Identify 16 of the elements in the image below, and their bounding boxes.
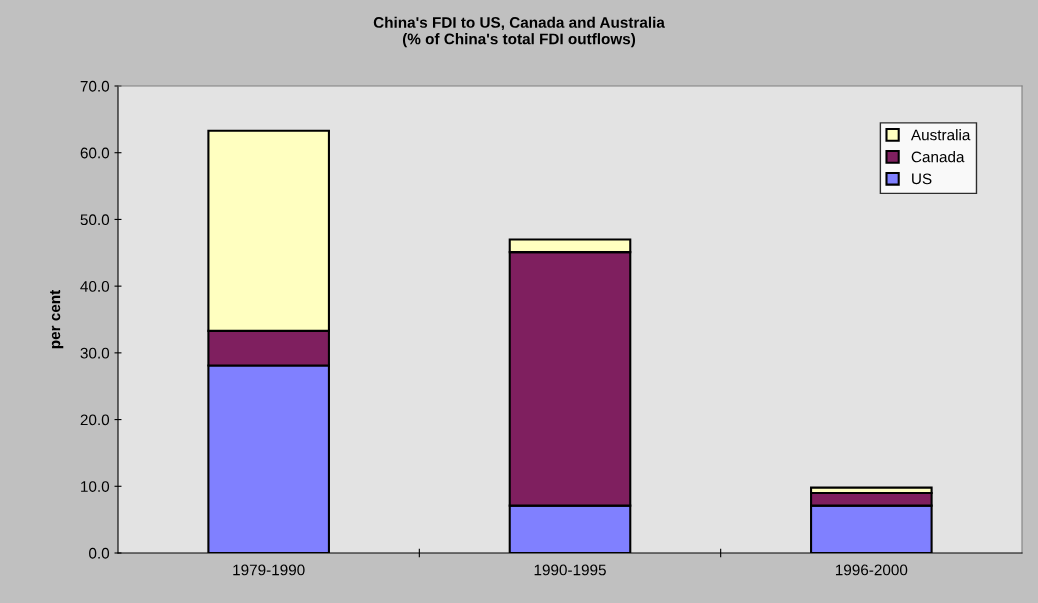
legend-label: US [912,173,932,185]
y-tick-label: 0.0 [89,547,110,559]
x-tick-label: 1979-1990 [233,564,305,576]
chart-title: China's FDI to US, Canada and Australia (% of China's total FDI outflows) [373,16,665,48]
y-tick-label: 20.0 [80,414,110,426]
y-axis-title: per cent [50,289,64,349]
x-tick-label: 1990-1995 [534,564,606,576]
y-tick-label: 40.0 [80,281,110,292]
y-tick-label: 30.0 [80,347,110,359]
x-tick-label: 1996-2000 [835,564,908,576]
y-tick-label: 70.0 [80,80,110,92]
legend-label: Australia [910,129,971,141]
y-tick-label: 60.0 [80,147,110,159]
y-tick-label: 10.0 [81,481,110,492]
y-tick-label: 50.0 [80,214,110,226]
legend-label: Canada [911,151,965,163]
